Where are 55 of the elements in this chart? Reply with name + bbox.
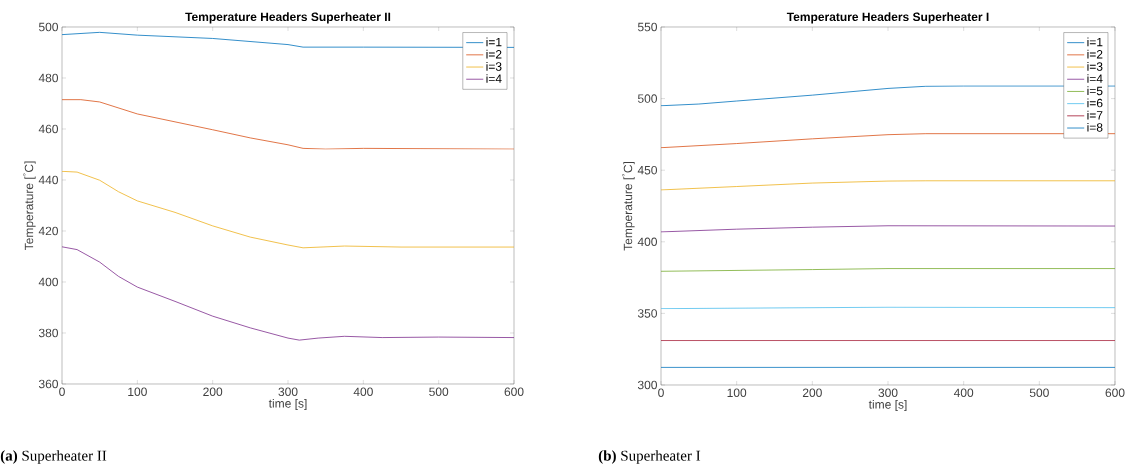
x-tick-label: 600: [1105, 388, 1125, 398]
y-tick-label: 550: [637, 22, 658, 32]
y-tick-label: 360: [38, 379, 59, 389]
y-tick-label: 420: [38, 226, 59, 236]
y-tick-label: 440: [38, 175, 59, 185]
x-axis-title: time [s]: [868, 399, 907, 412]
legend-label: i=4: [486, 74, 502, 83]
x-axis-title: time [s]: [268, 398, 307, 411]
legend-label: i=3: [486, 61, 502, 71]
legend-label: i=6: [1087, 98, 1103, 108]
y-tick-label: 380: [38, 328, 59, 338]
y-tick-label: 300: [637, 380, 658, 390]
x-tick-label: 500: [429, 387, 449, 397]
text: (b) Superheater I: [598, 450, 701, 464]
legend-label: i=1: [1087, 37, 1103, 47]
line-series: [661, 225, 1115, 233]
y-axis-title: Temperature [$^{°}$C]: [23, 161, 36, 251]
x-tick-label: 200: [203, 387, 223, 397]
x-tick-label: 500: [1029, 388, 1049, 398]
x-tick-label: 400: [953, 388, 974, 398]
legend-label: i=2: [486, 49, 502, 59]
y-axis-title: Temperature [$^{°}$C]: [622, 161, 635, 251]
line-series: [62, 170, 514, 249]
line-series: [62, 31, 514, 48]
x-tick-label: 600: [504, 387, 524, 397]
x-tick-label: 300: [878, 388, 898, 398]
y-tick-label: 500: [38, 22, 59, 32]
y-tick-label: 480: [38, 73, 59, 83]
y-tick-label: 450: [637, 165, 658, 175]
text: (a) Superheater II: [0, 450, 107, 464]
line-series: [661, 180, 1115, 191]
legend-label: i=5: [1087, 86, 1103, 96]
x-tick-label: 0: [59, 387, 65, 397]
x-tick-label: 300: [278, 387, 298, 397]
legend-label: i=1: [486, 37, 502, 47]
line-series: [661, 133, 1115, 149]
legend-label: i=7: [1087, 110, 1103, 120]
y-tick-label: 500: [637, 94, 658, 103]
x-tick-label: 200: [802, 388, 822, 398]
line-series: [661, 85, 1115, 107]
x-tick-label: 0: [658, 388, 664, 398]
legend-label: i=2: [1087, 49, 1103, 59]
x-tick-label: 400: [353, 387, 373, 397]
x-tick-label: 100: [128, 387, 147, 397]
y-tick-label: 350: [637, 309, 658, 318]
y-tick-label: 400: [38, 277, 59, 287]
legend-label: i=8: [1087, 122, 1103, 132]
line-series: [62, 246, 514, 341]
x-tick-label: 100: [727, 388, 747, 398]
legend-label: i=3: [1087, 61, 1103, 71]
y-tick-label: 400: [637, 237, 658, 247]
y-tick-label: 460: [38, 124, 59, 134]
chart-title: Temperature Headers Superheater I: [786, 12, 989, 24]
chart-title: Temperature Headers Superheater II: [185, 12, 391, 24]
legend-label: i=4: [1087, 74, 1103, 83]
